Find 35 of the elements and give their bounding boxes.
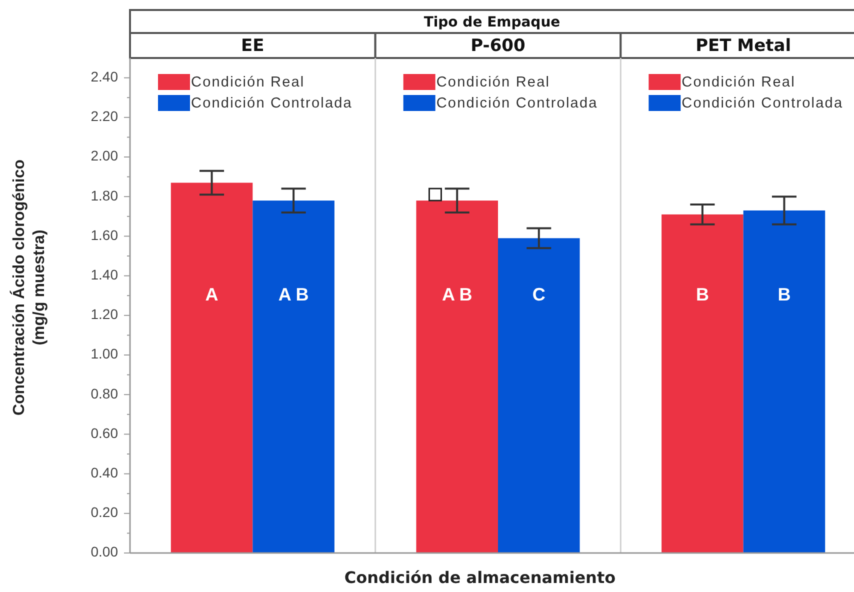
y-tick-label: 1.00 xyxy=(90,346,118,362)
x-axis-title: Condición de almacenamiento xyxy=(344,568,616,587)
x-tick-label: P-600 xyxy=(470,36,526,56)
chart-title: Tipo de Empaque xyxy=(424,14,560,30)
y-tick-label: 1.40 xyxy=(90,266,118,283)
bar xyxy=(416,200,498,553)
bar xyxy=(498,238,580,553)
y-tick-label: 0.40 xyxy=(90,464,118,481)
y-tick-label: 2.20 xyxy=(90,108,118,124)
y-tick-label: 2.00 xyxy=(90,148,118,164)
y-tick-label: 0.60 xyxy=(90,424,118,441)
x-tick-label: EE xyxy=(241,36,264,56)
y-tick-label: 0.20 xyxy=(90,504,118,520)
data-label: A B xyxy=(278,284,309,304)
legend: Condición Real Condición Controlada xyxy=(648,74,844,112)
bar xyxy=(170,182,253,553)
y-tick-label: 0.00 xyxy=(90,544,118,560)
y-tick-label: 0.80 xyxy=(90,385,118,402)
bar xyxy=(252,200,334,553)
y-tick-label: 1.60 xyxy=(90,226,118,243)
legend-label: Condición Real xyxy=(191,74,305,90)
bar xyxy=(743,210,826,553)
data-label: A xyxy=(205,284,218,304)
x-tick-label: PET Metal xyxy=(696,36,792,56)
y-tick-label: 1.80 xyxy=(90,187,118,204)
y-axis-title: Concentración Ácido clorogénico (mg/g muestra) xyxy=(9,159,48,416)
y-tick-label: 2.40 xyxy=(90,68,118,85)
y-tick-label: 1.20 xyxy=(90,306,118,322)
bar xyxy=(662,214,744,553)
data-label: C xyxy=(532,284,546,304)
data-label: A B xyxy=(442,284,472,304)
legend-label: Condición Controlada xyxy=(191,95,352,112)
legend: Condición Real Condición Controlada xyxy=(403,74,598,112)
data-label: B xyxy=(778,284,791,304)
data-label: B xyxy=(696,284,709,304)
